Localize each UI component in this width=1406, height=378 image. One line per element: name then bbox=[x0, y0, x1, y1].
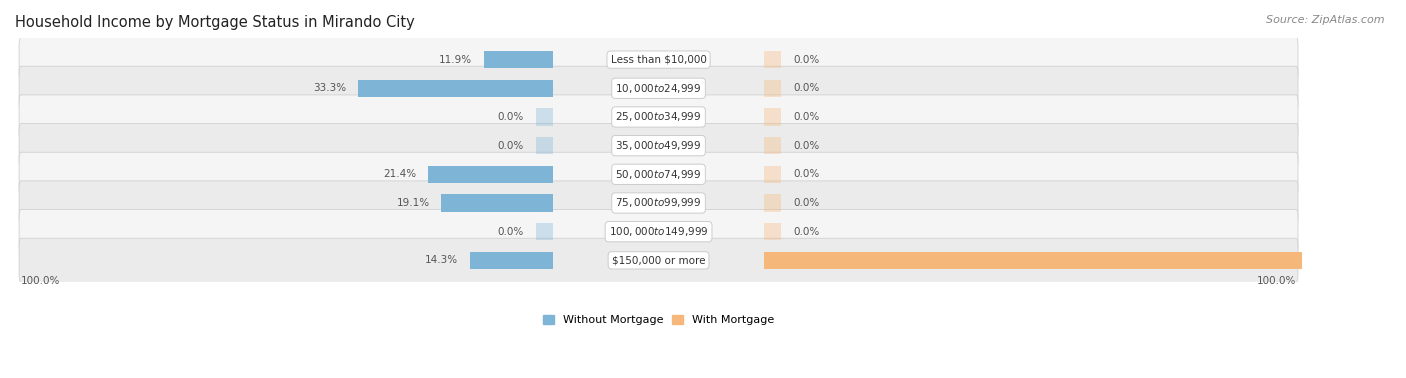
Bar bbox=[763, 51, 782, 68]
Text: 0.0%: 0.0% bbox=[498, 141, 524, 151]
Text: 100.0%: 100.0% bbox=[1361, 255, 1400, 265]
Bar bbox=[763, 108, 782, 125]
FancyBboxPatch shape bbox=[20, 209, 1298, 254]
Text: $10,000 to $24,999: $10,000 to $24,999 bbox=[616, 82, 702, 95]
FancyBboxPatch shape bbox=[20, 238, 1298, 282]
Text: 21.4%: 21.4% bbox=[384, 169, 416, 179]
Bar bbox=[536, 108, 553, 125]
Bar bbox=[359, 80, 553, 97]
FancyBboxPatch shape bbox=[20, 152, 1298, 197]
Text: 0.0%: 0.0% bbox=[793, 83, 820, 93]
Text: 33.3%: 33.3% bbox=[314, 83, 347, 93]
Text: Household Income by Mortgage Status in Mirando City: Household Income by Mortgage Status in M… bbox=[15, 15, 415, 30]
Text: 0.0%: 0.0% bbox=[793, 112, 820, 122]
Text: Less than $10,000: Less than $10,000 bbox=[610, 54, 706, 65]
Text: 100.0%: 100.0% bbox=[21, 276, 60, 286]
Legend: Without Mortgage, With Mortgage: Without Mortgage, With Mortgage bbox=[538, 311, 779, 330]
Text: $150,000 or more: $150,000 or more bbox=[612, 255, 706, 265]
Text: 0.0%: 0.0% bbox=[793, 227, 820, 237]
Bar bbox=[536, 137, 553, 154]
FancyBboxPatch shape bbox=[20, 124, 1298, 168]
Text: $50,000 to $74,999: $50,000 to $74,999 bbox=[616, 168, 702, 181]
Text: $25,000 to $34,999: $25,000 to $34,999 bbox=[616, 110, 702, 124]
FancyBboxPatch shape bbox=[20, 37, 1298, 82]
Text: 100.0%: 100.0% bbox=[1257, 276, 1296, 286]
Text: $35,000 to $49,999: $35,000 to $49,999 bbox=[616, 139, 702, 152]
Text: 11.9%: 11.9% bbox=[439, 54, 472, 65]
Text: Source: ZipAtlas.com: Source: ZipAtlas.com bbox=[1267, 15, 1385, 25]
Bar bbox=[763, 252, 1348, 269]
Bar bbox=[536, 223, 553, 240]
Bar bbox=[484, 51, 553, 68]
Bar bbox=[763, 166, 782, 183]
Bar bbox=[763, 194, 782, 212]
Bar bbox=[763, 80, 782, 97]
Text: 0.0%: 0.0% bbox=[793, 54, 820, 65]
FancyBboxPatch shape bbox=[20, 181, 1298, 225]
Bar bbox=[763, 223, 782, 240]
Bar bbox=[763, 137, 782, 154]
Text: 19.1%: 19.1% bbox=[396, 198, 430, 208]
Text: 0.0%: 0.0% bbox=[498, 112, 524, 122]
FancyBboxPatch shape bbox=[20, 95, 1298, 139]
Text: 0.0%: 0.0% bbox=[793, 198, 820, 208]
Text: 0.0%: 0.0% bbox=[498, 227, 524, 237]
FancyBboxPatch shape bbox=[20, 66, 1298, 110]
Text: $100,000 to $149,999: $100,000 to $149,999 bbox=[609, 225, 709, 238]
Text: 0.0%: 0.0% bbox=[793, 141, 820, 151]
Bar bbox=[470, 252, 553, 269]
Text: $75,000 to $99,999: $75,000 to $99,999 bbox=[616, 197, 702, 209]
Bar bbox=[427, 166, 553, 183]
Text: 14.3%: 14.3% bbox=[425, 255, 458, 265]
Bar bbox=[441, 194, 553, 212]
Text: 0.0%: 0.0% bbox=[793, 169, 820, 179]
